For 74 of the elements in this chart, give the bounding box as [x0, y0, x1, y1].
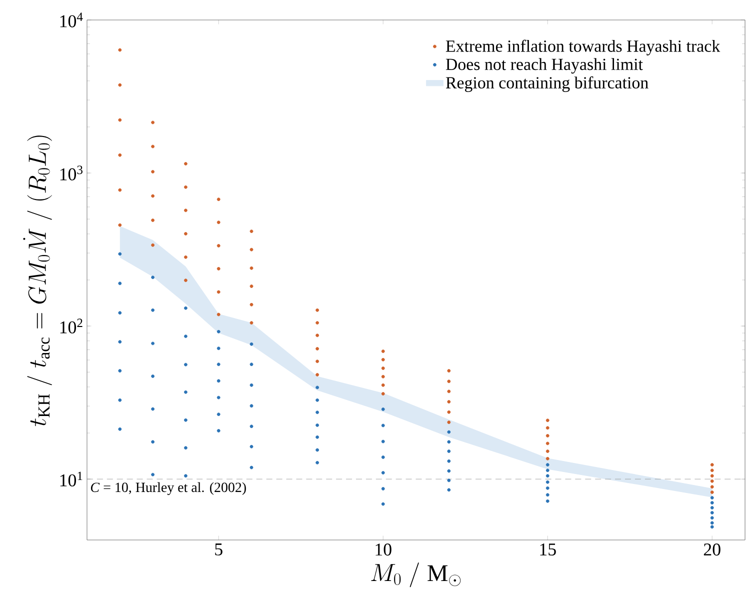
point: [546, 426, 550, 430]
point: [381, 374, 385, 378]
point: [216, 198, 220, 202]
ref-line-label: C = 10, Hurley et al. (2002): [90, 482, 246, 495]
point: [118, 83, 122, 87]
point: [151, 243, 155, 247]
point: [250, 248, 254, 252]
point: [118, 223, 122, 227]
point: [118, 48, 122, 52]
point: [216, 312, 220, 316]
point: [250, 266, 254, 270]
y-tick-label: 10$^{3}$: [60, 166, 82, 180]
point: [184, 162, 188, 166]
point: [316, 334, 319, 338]
point: [447, 390, 451, 394]
point: [250, 321, 254, 325]
x-axis-title: $M_0\;/\;\mathrm{M}_\odot$: [371, 562, 461, 588]
legend-label: Does not reach Hayashi limit: [446, 58, 643, 74]
point: [184, 232, 188, 236]
point: [151, 120, 155, 124]
legend-label: Extreme inflation towards Hayashi track: [446, 40, 720, 56]
point: [447, 380, 451, 384]
point: [216, 290, 220, 294]
point: [546, 418, 550, 422]
y-axis-title: $t_\mathrm{KH}\;/\;t_\mathrm{acc} = G M_0 \dot{M}\;/\;(R_0 L_0)$: [23, 136, 52, 426]
point: [710, 468, 714, 472]
point: [151, 144, 155, 148]
point: [316, 321, 319, 325]
point: [447, 369, 451, 372]
point: [316, 373, 319, 376]
point: [216, 220, 220, 224]
point: [184, 185, 188, 189]
x-tick-label: 10: [376, 544, 392, 556]
point: [250, 302, 254, 306]
point: [710, 479, 714, 483]
point: [316, 347, 319, 350]
point: [118, 188, 122, 192]
point: [447, 400, 451, 404]
point: [118, 153, 122, 157]
point: [381, 392, 385, 396]
point: [381, 383, 385, 387]
point: [184, 278, 188, 282]
point: [316, 360, 319, 364]
point: [184, 208, 188, 212]
y-tick-label: 10$^{2}$: [60, 318, 82, 334]
x-tick-label: 15: [540, 544, 556, 556]
x-tick-label: 20: [704, 544, 720, 556]
point: [216, 267, 220, 270]
x-tick-label: 5: [215, 543, 222, 556]
point: [546, 456, 550, 460]
point: [546, 434, 550, 438]
point: [250, 230, 254, 234]
point: [118, 118, 122, 122]
point: [710, 490, 714, 494]
point: [151, 218, 155, 222]
point: [381, 366, 385, 370]
point: [316, 308, 319, 312]
point: [381, 350, 385, 353]
point: [710, 463, 714, 466]
point: [546, 442, 550, 446]
y-tick-label: 10$^{1}$: [60, 472, 82, 486]
y-tick-label: 10$^{4}$: [60, 12, 83, 28]
point: [710, 474, 714, 478]
point: [710, 485, 714, 489]
point: [447, 410, 451, 414]
point: [184, 255, 188, 259]
legend-label: Region containing bifurcation: [446, 76, 648, 92]
point: [381, 358, 385, 362]
point: [250, 284, 254, 288]
point: [151, 194, 155, 198]
point: [447, 420, 451, 424]
point: [151, 170, 155, 174]
point: [216, 244, 220, 248]
point: [546, 450, 550, 453]
